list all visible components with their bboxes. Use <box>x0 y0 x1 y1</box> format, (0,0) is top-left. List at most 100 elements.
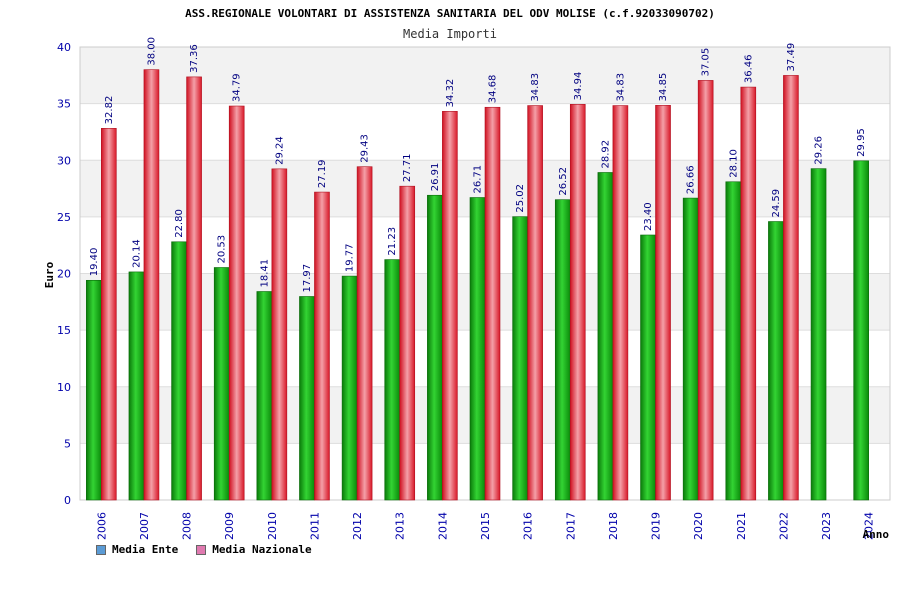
x-tick-label: 2020 <box>692 512 705 540</box>
bar-media-ente <box>853 160 869 501</box>
y-tick-label: 25 <box>57 211 71 224</box>
bar-media-ente <box>469 197 486 501</box>
data-label: 37.49 <box>786 43 797 72</box>
y-tick-label: 15 <box>57 324 71 337</box>
data-label: 34.68 <box>488 75 499 104</box>
x-tick-label: 2023 <box>820 512 833 540</box>
x-tick-label: 2012 <box>351 512 364 540</box>
data-label: 34.83 <box>530 73 541 102</box>
bar-media-nazionale <box>484 106 501 501</box>
data-label: 18.41 <box>259 259 270 288</box>
data-label: 34.83 <box>615 73 626 102</box>
data-label: 25.02 <box>515 184 526 213</box>
bar-media-ente <box>725 181 742 501</box>
legend-label-ente: Media Ente <box>112 543 179 556</box>
bar-media-ente <box>213 267 230 501</box>
bar-media-ente <box>512 216 528 501</box>
bar-media-ente <box>640 234 656 501</box>
data-label: 17.97 <box>302 264 313 293</box>
bar-media-nazionale <box>271 168 288 501</box>
data-label: 26.52 <box>558 167 569 196</box>
data-label: 29.26 <box>814 136 825 165</box>
bar-media-nazionale <box>101 128 117 501</box>
y-tick-label: 10 <box>57 381 71 394</box>
y-tick-label: 35 <box>57 98 71 111</box>
bar-media-nazionale <box>655 105 671 501</box>
bar-media-ente <box>86 279 102 501</box>
bar-media-nazionale <box>612 105 629 501</box>
bar-media-ente <box>597 172 614 501</box>
data-label: 26.66 <box>686 165 697 194</box>
bar-media-ente <box>554 199 571 501</box>
bar-media-nazionale <box>783 75 799 501</box>
bar-media-ente <box>427 194 443 501</box>
y-tick-label: 40 <box>57 41 71 54</box>
data-label: 21.23 <box>387 227 398 256</box>
bar-media-nazionale <box>697 80 714 501</box>
y-tick-label: 20 <box>57 268 71 281</box>
x-tick-label: 2022 <box>777 512 790 540</box>
data-label: 36.46 <box>743 54 754 83</box>
x-tick-label: 2014 <box>436 512 449 540</box>
legend-item-nazionale: Media Nazionale <box>196 543 312 556</box>
x-tick-label: 2018 <box>607 512 620 540</box>
data-label: 20.14 <box>131 239 142 268</box>
x-axis-label: Anno <box>863 528 890 541</box>
x-tick-label: 2017 <box>564 512 577 540</box>
data-label: 29.24 <box>274 136 285 165</box>
legend-item-ente: Media Ente <box>96 543 178 556</box>
x-tick-label: 2013 <box>394 512 407 540</box>
data-label: 29.43 <box>360 134 371 163</box>
x-tick-label: 2024 <box>863 512 876 540</box>
legend: Media Ente Media Nazionale <box>96 543 312 556</box>
data-label: 32.82 <box>104 96 115 125</box>
bar-media-ente <box>256 291 273 501</box>
data-label: 27.71 <box>402 154 413 183</box>
data-label: 34.94 <box>573 72 584 101</box>
bar-media-ente <box>768 221 784 501</box>
x-tick-label: 2008 <box>181 512 194 540</box>
bar-media-nazionale <box>314 191 330 501</box>
x-tick-label: 2009 <box>223 512 236 540</box>
data-label: 37.05 <box>701 48 712 77</box>
bar-media-ente <box>384 259 401 501</box>
x-tick-label: 2015 <box>479 512 492 540</box>
data-label: 20.53 <box>217 235 228 264</box>
x-tick-label: 2021 <box>735 512 748 540</box>
bar-media-ente <box>128 271 145 501</box>
data-label: 24.59 <box>771 189 782 218</box>
y-tick-label: 0 <box>64 494 71 507</box>
legend-swatch-nazionale <box>196 544 207 555</box>
bar-media-ente <box>299 296 315 501</box>
x-tick-label: 2011 <box>308 512 321 540</box>
x-tick-label: 2007 <box>138 512 151 540</box>
bar-media-nazionale <box>143 69 160 501</box>
bar-media-nazionale <box>527 105 543 501</box>
data-label: 28.10 <box>728 149 739 178</box>
data-label: 23.40 <box>643 202 654 231</box>
y-tick-label: 30 <box>57 154 71 167</box>
bar-media-ente <box>682 197 699 501</box>
bar-media-nazionale <box>569 104 586 501</box>
data-label: 19.77 <box>345 243 356 272</box>
data-label: 27.19 <box>317 159 328 188</box>
data-label: 34.79 <box>232 73 243 102</box>
legend-swatch-ente <box>96 544 106 555</box>
bar-media-nazionale <box>356 166 373 501</box>
legend-label-nazionale: Media Nazionale <box>212 543 312 556</box>
bar-media-nazionale <box>740 86 757 501</box>
y-axis-label: Euro <box>43 261 56 288</box>
data-label: 29.95 <box>856 128 867 157</box>
x-tick-label: 2006 <box>95 512 108 540</box>
y-tick-label: 5 <box>64 437 71 450</box>
plot-area: 0 5 10 15 20 25 30 35 40 19.40 32.82 2006 20.14 38.00… <box>57 37 891 540</box>
data-label: 19.40 <box>89 248 100 277</box>
bar-media-nazionale <box>399 185 416 501</box>
x-tick-label: 2010 <box>266 512 279 540</box>
chart-subtitle: Media Importi <box>403 27 497 41</box>
data-label: 34.85 <box>658 73 669 102</box>
bar-media-nazionale <box>186 76 202 501</box>
bar-media-ente <box>171 241 187 501</box>
data-label: 34.32 <box>445 79 456 108</box>
